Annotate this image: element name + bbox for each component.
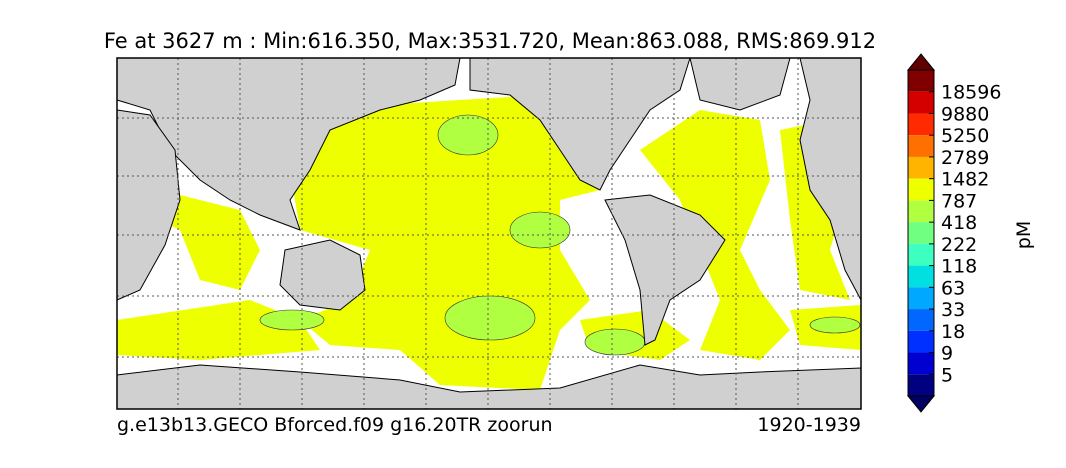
fe-high (259, 114, 861, 356)
colorbar-tick-label: 222 (941, 234, 977, 256)
colorbar-segment (908, 374, 934, 396)
colorbar-segment (908, 265, 934, 288)
colorbar-segment (908, 200, 934, 223)
colorbar: 1859698805250278914827874182221186333189… (906, 53, 1001, 413)
colorbar-segment (908, 91, 934, 114)
colorbar-segment (908, 243, 934, 266)
colorbar-tick-label: 5 (941, 364, 953, 386)
colorbar-label: pM (1013, 221, 1035, 249)
land (116, 57, 862, 410)
colorbar-segment (908, 222, 934, 244)
colorbar-over (906, 53, 936, 71)
map (116, 57, 862, 410)
colorbar-tick-label: 5250 (941, 125, 989, 147)
colorbar-tick-label: 18 (941, 321, 965, 343)
colorbar-tick-label: 63 (941, 277, 965, 299)
colorbar-tick-label: 787 (941, 190, 977, 212)
colorbar-tick-label: 418 (941, 212, 977, 234)
title: Fe at 3627 m : Min:616.350, Max:3531.720… (104, 29, 876, 53)
footer-right: 1920-1939 (757, 414, 861, 436)
colorbar-segment (908, 113, 934, 136)
colorbar-tick-label: 33 (941, 299, 965, 321)
colorbar-tick-label: 1482 (941, 169, 989, 191)
colorbar-tick-label: 2789 (941, 147, 989, 169)
colorbar-frame (907, 69, 935, 397)
colorbar-segment (908, 287, 934, 310)
colorbar-segment (908, 156, 934, 179)
colorbar-tick-label: 18596 (941, 82, 1001, 104)
colorbar-segment (908, 70, 934, 92)
colorbar-segment (908, 178, 934, 201)
colorbar-under (906, 395, 936, 413)
colorbar-tick-label: 118 (941, 256, 977, 278)
colorbar-segment (908, 309, 934, 331)
map-frame (116, 57, 862, 410)
footer-left: g.e13b13.GECO Bforced.f09 g16.20TR zooru… (117, 414, 553, 436)
graticule (117, 58, 861, 409)
colorbar-segment (908, 135, 934, 157)
colorbar-tick-label: 9880 (941, 103, 989, 125)
colorbar-tick-label: 9 (941, 343, 953, 365)
colorbar-segment (908, 330, 934, 353)
colorbar-segment (908, 352, 934, 375)
